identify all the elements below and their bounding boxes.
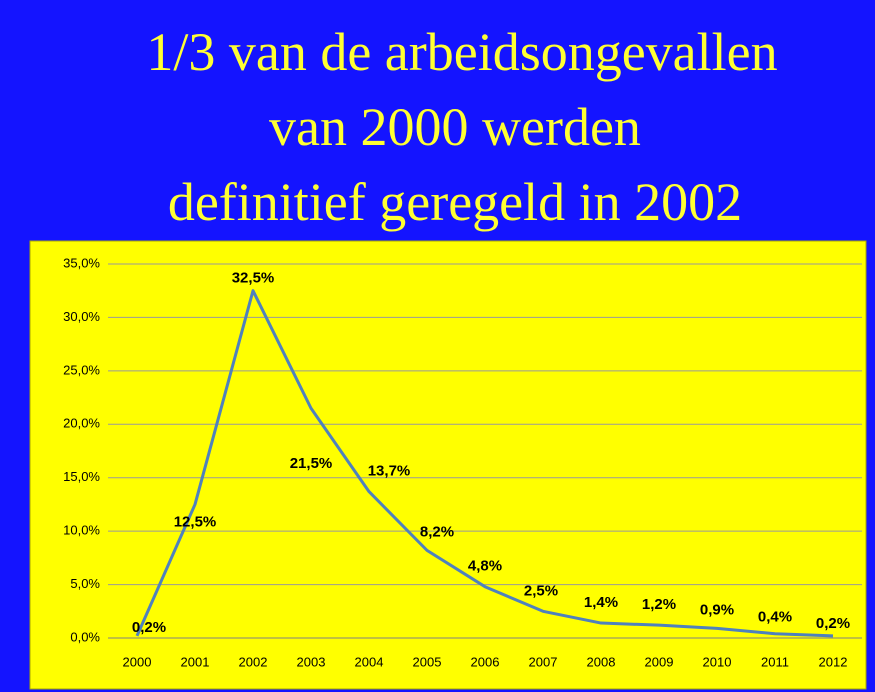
y-tick-label: 35,0% xyxy=(63,255,100,270)
x-tick-label: 2004 xyxy=(355,654,384,669)
x-tick-label: 2010 xyxy=(703,654,732,669)
x-tick-label: 2001 xyxy=(181,654,210,669)
x-tick-label: 2003 xyxy=(297,654,326,669)
data-label: 12,5% xyxy=(174,513,217,530)
y-tick-label: 10,0% xyxy=(63,523,100,538)
x-tick-label: 2011 xyxy=(761,654,789,669)
title-line: van 2000 werden xyxy=(269,97,641,157)
x-tick-label: 2012 xyxy=(819,654,848,669)
data-label: 2,5% xyxy=(524,582,558,599)
x-tick-label: 2006 xyxy=(471,654,500,669)
y-tick-label: 30,0% xyxy=(63,309,100,324)
y-tick-label: 5,0% xyxy=(70,576,100,591)
data-label: 4,8% xyxy=(468,558,502,575)
data-label: 8,2% xyxy=(420,523,454,540)
y-tick-label: 15,0% xyxy=(63,469,100,484)
x-tick-label: 2002 xyxy=(239,654,268,669)
data-label: 0,2% xyxy=(132,619,166,636)
data-label: 1,4% xyxy=(584,594,618,611)
y-tick-label: 20,0% xyxy=(63,416,100,431)
x-tick-label: 2007 xyxy=(529,654,558,669)
title-line: definitief geregeld in 2002 xyxy=(168,172,742,232)
chart-area xyxy=(29,240,867,690)
y-tick-label: 25,0% xyxy=(63,362,100,377)
data-label: 32,5% xyxy=(232,270,275,287)
x-tick-label: 2008 xyxy=(587,654,616,669)
title-line: 1/3 van de arbeidsongevallen xyxy=(146,22,777,82)
y-tick-label: 0,0% xyxy=(70,629,100,644)
x-tick-label: 2000 xyxy=(123,654,152,669)
data-label: 0,9% xyxy=(700,601,734,618)
data-label: 13,7% xyxy=(368,463,411,480)
line xyxy=(135,289,834,638)
data-label: 21,5% xyxy=(290,455,333,472)
x-tick-label: 2009 xyxy=(645,654,674,669)
x-tick-label: 2005 xyxy=(413,654,442,669)
data-label: 1,2% xyxy=(642,596,676,613)
data-label: 0,2% xyxy=(816,615,850,632)
data-label: 0,4% xyxy=(758,609,792,626)
